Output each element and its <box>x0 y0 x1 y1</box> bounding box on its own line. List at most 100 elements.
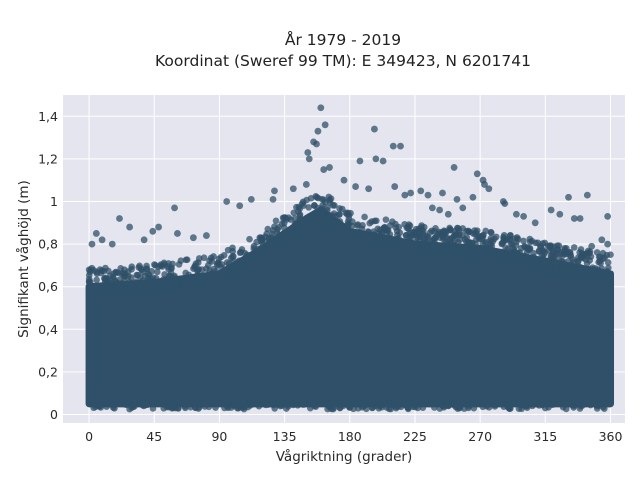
data-point <box>373 240 380 248</box>
data-point <box>229 247 237 255</box>
data-point <box>557 269 565 277</box>
data-point <box>266 234 273 242</box>
data-point <box>185 271 193 279</box>
data-point <box>487 228 495 236</box>
data-point <box>223 268 230 276</box>
data-point <box>586 257 594 264</box>
data-point <box>228 272 235 280</box>
data-point <box>170 274 178 281</box>
data-point <box>605 400 612 408</box>
data-point <box>311 202 318 210</box>
data-point <box>605 264 612 272</box>
outlier-point <box>356 157 364 165</box>
data-point <box>275 239 282 246</box>
data-point <box>368 404 376 412</box>
data-point <box>245 262 253 270</box>
data-point <box>237 268 244 276</box>
outlier-point <box>269 195 277 203</box>
outlier-point <box>531 219 539 227</box>
x-tick-label: 315 <box>533 429 557 444</box>
data-point <box>360 402 367 410</box>
outlier-point <box>247 195 255 203</box>
data-point <box>344 218 352 226</box>
outlier-point <box>485 185 493 193</box>
data-point <box>398 243 406 250</box>
data-point <box>376 226 384 234</box>
data-point <box>224 403 231 411</box>
data-point <box>172 280 180 288</box>
data-point <box>318 208 326 216</box>
data-point <box>244 254 252 262</box>
data-point <box>120 289 127 296</box>
data-point <box>344 235 351 242</box>
data-point <box>236 400 244 408</box>
outlier-point <box>126 223 134 231</box>
data-point <box>272 244 279 251</box>
x-axis-label: Vågriktning (grader) <box>276 448 413 465</box>
outlier-point <box>140 236 148 244</box>
data-point <box>361 213 368 221</box>
data-point <box>257 238 265 245</box>
outlier-point <box>436 206 443 214</box>
data-point <box>426 229 434 236</box>
data-point <box>314 194 322 202</box>
data-point <box>395 234 402 242</box>
outlier-point <box>304 149 312 156</box>
outlier-point <box>317 104 325 112</box>
outlier-point <box>397 142 404 150</box>
data-point <box>191 278 199 285</box>
x-axis-ticks: 0 45 90 135 180 225 270 315 360 <box>85 429 622 444</box>
outlier-point <box>313 140 320 148</box>
data-point <box>149 405 157 412</box>
data-point <box>206 267 214 274</box>
data-point <box>479 403 487 411</box>
data-point <box>520 263 527 270</box>
data-point <box>468 400 476 408</box>
data-point <box>461 235 469 243</box>
data-point <box>187 403 194 411</box>
data-point <box>366 238 374 246</box>
outlier-point <box>289 185 297 193</box>
data-point <box>128 265 135 273</box>
data-point <box>596 275 603 283</box>
data-point <box>507 237 514 244</box>
data-point <box>293 203 300 211</box>
data-point <box>283 216 290 223</box>
data-point <box>381 238 389 246</box>
data-point <box>420 243 428 251</box>
data-point <box>538 251 546 259</box>
data-point <box>440 230 448 238</box>
outlier-point <box>583 191 591 199</box>
data-point <box>604 259 612 266</box>
data-point <box>402 231 410 239</box>
outlier-point <box>547 206 555 214</box>
outlier-point <box>98 236 106 244</box>
data-point <box>364 228 372 235</box>
data-point <box>337 401 344 409</box>
outlier-point <box>588 242 596 250</box>
data-point <box>125 290 133 298</box>
data-point <box>521 243 528 251</box>
x-tick-label: 45 <box>146 429 162 444</box>
data-point <box>324 207 331 214</box>
data-points <box>85 104 615 413</box>
data-point <box>320 216 327 224</box>
data-point <box>478 235 486 243</box>
outlier-point <box>469 193 477 201</box>
data-point <box>95 403 103 410</box>
data-point <box>345 403 353 410</box>
data-point <box>280 240 288 247</box>
data-point <box>230 253 237 260</box>
data-point <box>579 251 587 258</box>
data-point <box>237 263 244 270</box>
chart-titles: År 1979 - 2019 Koordinat (Sweref 99 TM):… <box>155 30 531 70</box>
outlier-point <box>116 215 123 222</box>
outlier-point <box>401 191 409 199</box>
data-point <box>412 238 420 246</box>
x-tick-label: 90 <box>211 429 227 444</box>
outlier-point <box>604 213 612 220</box>
outlier-point <box>389 142 397 150</box>
data-point <box>552 263 560 271</box>
y-tick-label: 1,2 <box>38 151 58 166</box>
data-point <box>304 217 312 224</box>
